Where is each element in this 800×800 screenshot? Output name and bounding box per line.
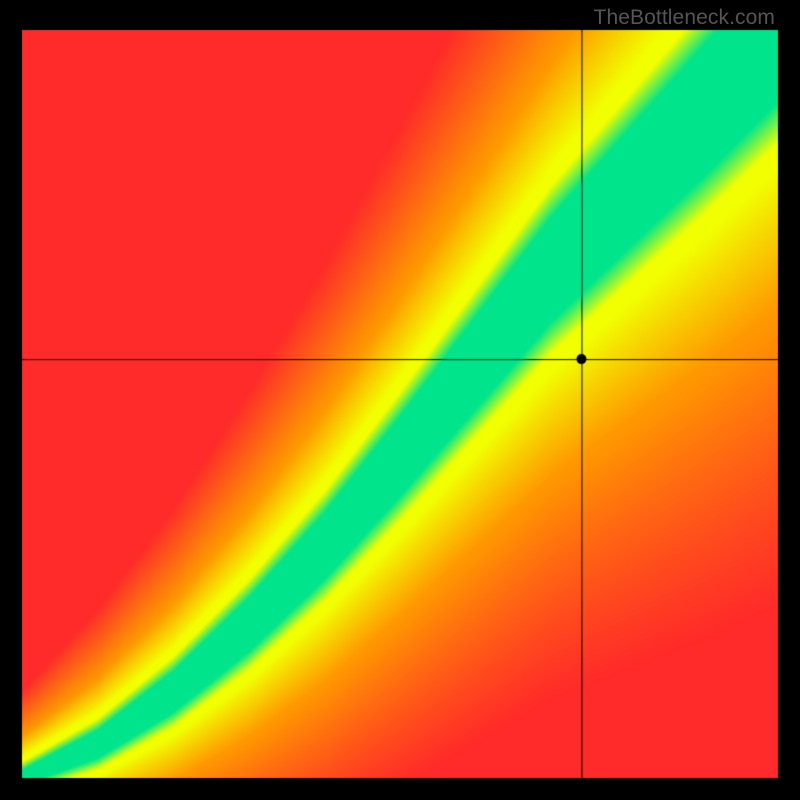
- watermark-text: TheBottleneck.com: [594, 6, 775, 30]
- bottleneck-heatmap: [0, 0, 800, 800]
- chart-container: TheBottleneck.com: [0, 0, 800, 800]
